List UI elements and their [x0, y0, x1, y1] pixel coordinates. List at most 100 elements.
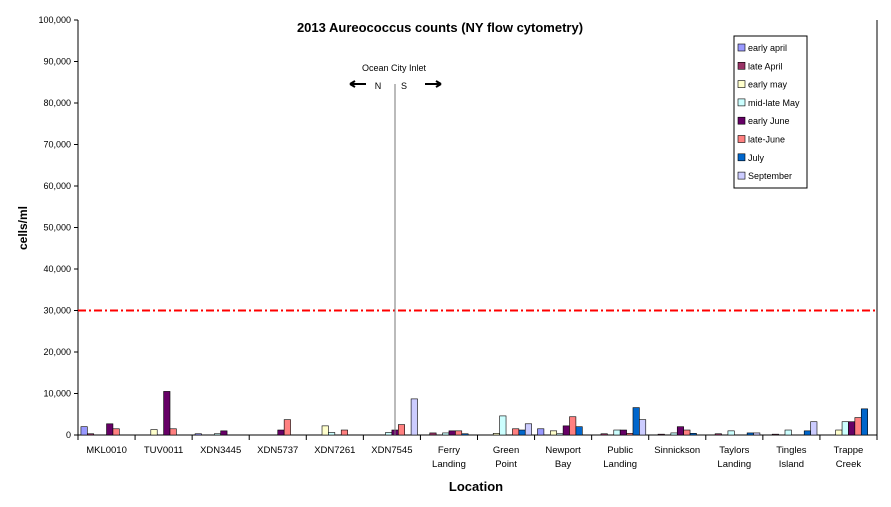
x-tick-label: Sinnickson: [654, 445, 700, 456]
bar-mid-late-may: [556, 433, 564, 436]
x-tick-label: Landing: [603, 459, 637, 470]
bar-september: [753, 432, 761, 436]
x-tick-label: XDN7261: [314, 445, 355, 456]
bar-july: [803, 430, 811, 436]
bar-late-april: [771, 433, 779, 436]
bar-late-april: [429, 432, 437, 436]
legend-swatch: [737, 135, 746, 143]
x-tick-label: Bay: [555, 459, 572, 470]
bar-mid-late-may: [613, 429, 621, 436]
y-tick-label: 0: [66, 430, 71, 440]
bar-early-may: [492, 433, 500, 436]
bar-mid-late-may: [670, 432, 678, 436]
bar-september: [410, 398, 418, 436]
bar-early-may: [835, 429, 843, 436]
bar-late-june: [854, 417, 862, 436]
inlet-label: Ocean City Inlet: [362, 63, 427, 73]
bar-late-june: [512, 428, 520, 436]
bar-mid-late-may: [784, 429, 792, 436]
bar-early-june: [277, 429, 285, 436]
bar-late-june: [455, 430, 463, 436]
x-tick-label: Landing: [432, 459, 466, 470]
bar-early-june: [220, 430, 228, 436]
y-tick-label: 90,000: [43, 57, 71, 67]
bar-early-april: [194, 433, 202, 436]
bar-september: [639, 419, 647, 436]
bar-mid-late-may: [328, 432, 336, 436]
bar-early-june: [562, 425, 570, 436]
bar-september: [524, 423, 532, 436]
bar-early-may: [150, 429, 158, 436]
bar-late-june: [397, 424, 405, 436]
x-tick-label: Tingles: [776, 445, 807, 456]
legend-label: early april: [748, 43, 787, 53]
bar-early-april: [537, 428, 545, 436]
x-tick-label: XDN3445: [200, 445, 241, 456]
y-tick-label: 100,000: [38, 15, 71, 25]
bar-mid-late-may: [385, 432, 393, 436]
bar-late-june: [626, 433, 634, 436]
bar-early-april: [80, 426, 88, 436]
y-tick-label: 10,000: [43, 389, 71, 399]
legend-swatch: [737, 80, 746, 88]
bar-early-may: [321, 425, 329, 436]
x-tick-label: MKL0010: [86, 445, 127, 456]
y-tick-label: 40,000: [43, 264, 71, 274]
legend-swatch: [737, 171, 746, 180]
y-axis-label: cells/ml: [16, 206, 30, 250]
y-tick-label: 70,000: [43, 140, 71, 150]
x-tick-label: Taylors: [719, 445, 749, 456]
legend-swatch: [737, 116, 746, 125]
bar-july: [746, 432, 754, 436]
chart-title: 2013 Aureococcus counts (NY flow cytomet…: [297, 20, 583, 35]
north-label: N: [375, 81, 382, 91]
bar-mid-late-may: [727, 430, 735, 436]
bar-late-april: [87, 433, 95, 436]
x-tick-label: Newport: [545, 445, 581, 456]
legend-label: September: [748, 171, 792, 181]
bar-mid-late-may: [213, 433, 221, 436]
x-tick-label: TUV0011: [144, 445, 183, 456]
right-arrow-icon: [425, 80, 442, 88]
legend-label: mid-late May: [748, 98, 800, 108]
bar-mid-late-may: [442, 432, 450, 436]
bar-early-may: [550, 430, 558, 436]
legend-label: early June: [748, 116, 790, 126]
bar-july: [860, 408, 868, 436]
bar-early-june: [619, 429, 627, 436]
x-tick-label: Landing: [717, 459, 751, 470]
bar-september: [810, 421, 818, 436]
x-axis-label: Location: [449, 479, 503, 494]
bar-early-june: [448, 430, 456, 436]
bar-mid-late-may: [499, 415, 507, 436]
bar-july: [632, 407, 640, 436]
bar-late-june: [569, 416, 577, 436]
x-tick-label: Island: [779, 459, 804, 470]
south-label: S: [401, 81, 407, 91]
bar-late-june: [340, 429, 348, 436]
bar-late-june: [283, 419, 291, 436]
legend-label: early may: [748, 80, 788, 90]
y-tick-label: 50,000: [43, 223, 71, 233]
x-tick-label: Trappe: [834, 445, 864, 456]
bar-mid-late-may: [841, 421, 849, 436]
bar-july: [689, 433, 697, 436]
legend: [733, 35, 808, 189]
x-tick-label: Ferry: [438, 445, 460, 456]
y-tick-label: 20,000: [43, 347, 71, 357]
bar-late-april: [714, 433, 722, 436]
x-tick-label: Green: [493, 445, 519, 456]
bar-late-june: [169, 428, 177, 436]
left-arrow-icon: [349, 80, 366, 88]
legend-label: late-June: [748, 135, 785, 145]
bar-july: [575, 426, 583, 436]
bar-early-june: [848, 421, 856, 436]
x-tick-label: XDN7545: [371, 445, 412, 456]
y-tick-label: 80,000: [43, 98, 71, 108]
legend-swatch: [737, 98, 746, 107]
bar-early-june: [676, 426, 684, 436]
x-tick-label: Point: [495, 459, 517, 470]
y-tick-label: 60,000: [43, 181, 71, 191]
